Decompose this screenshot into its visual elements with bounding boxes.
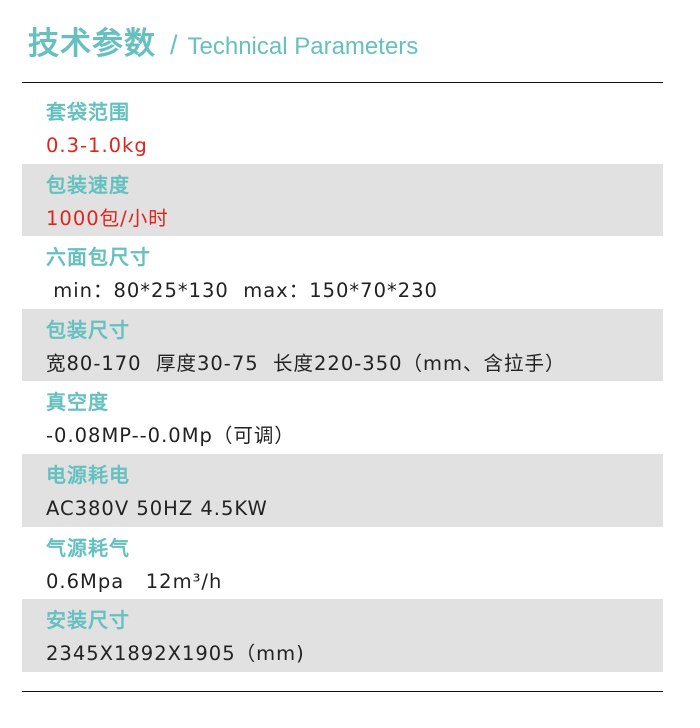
param-label: 安装尺寸 <box>46 608 130 633</box>
title-separator: / <box>170 30 178 60</box>
param-row: 真空度 -0.08MP--0.0Mp（可调） <box>22 381 663 454</box>
param-label: 真空度 <box>46 390 109 415</box>
param-value: 0.3-1.0kg <box>46 134 148 157</box>
bottom-divider <box>22 691 663 692</box>
title-chinese: 技术参数 <box>28 26 156 62</box>
param-label: 气源耗气 <box>46 535 130 560</box>
param-row: 包装尺寸宽80-170 厚度30-75 长度220-350（mm、含拉手） <box>22 308 663 382</box>
param-row: 安装尺寸 2345X1892X1905（mm) <box>22 599 663 672</box>
param-value: 0.6Mpa 12m³/h <box>46 569 223 593</box>
param-label: 电源耗电 <box>46 462 130 487</box>
top-divider <box>22 82 663 83</box>
param-value: -0.08MP--0.0Mp（可调） <box>46 424 295 448</box>
title-english: Technical Parameters <box>187 33 419 60</box>
param-label: 包装速度 <box>46 172 130 197</box>
param-row: 包装速度 1000包/小时 <box>22 163 663 237</box>
page-title: 技术参数 / Technical Parameters <box>28 18 418 62</box>
param-label: 六面包尺寸 <box>46 245 151 270</box>
param-label: 套袋范围 <box>46 100 130 124</box>
param-value: min：80*25*130 max：150*70*230 <box>46 279 438 303</box>
param-label: 包装尺寸 <box>46 317 130 342</box>
param-value: 1000包/小时 <box>46 206 169 230</box>
param-value: 2345X1892X1905（mm) <box>46 642 305 666</box>
parameter-list: 套袋范围 0.3-1.0kg 包装速度 1000包/小时 六面包尺寸 min：80*… <box>22 91 663 672</box>
param-row: 套袋范围 0.3-1.0kg <box>22 91 663 164</box>
param-row: 六面包尺寸 min：80*25*130 max：150*70*230 <box>22 236 663 309</box>
param-row: 电源耗电 AC380V 50HZ 4.5KW <box>22 453 663 527</box>
param-row: 气源耗气 0.6Mpa 12m³/h <box>22 527 663 600</box>
param-value: 宽80-170 厚度30-75 长度220-350（mm、含拉手） <box>46 351 566 375</box>
param-value: AC380V 50HZ 4.5KW <box>46 496 268 520</box>
